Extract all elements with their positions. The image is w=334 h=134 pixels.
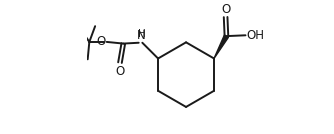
Polygon shape — [214, 35, 228, 58]
Text: O: O — [221, 3, 230, 16]
Text: H: H — [138, 29, 145, 39]
Text: N: N — [137, 29, 146, 42]
Text: OH: OH — [246, 29, 264, 42]
Text: O: O — [97, 35, 106, 48]
Text: O: O — [115, 65, 124, 78]
